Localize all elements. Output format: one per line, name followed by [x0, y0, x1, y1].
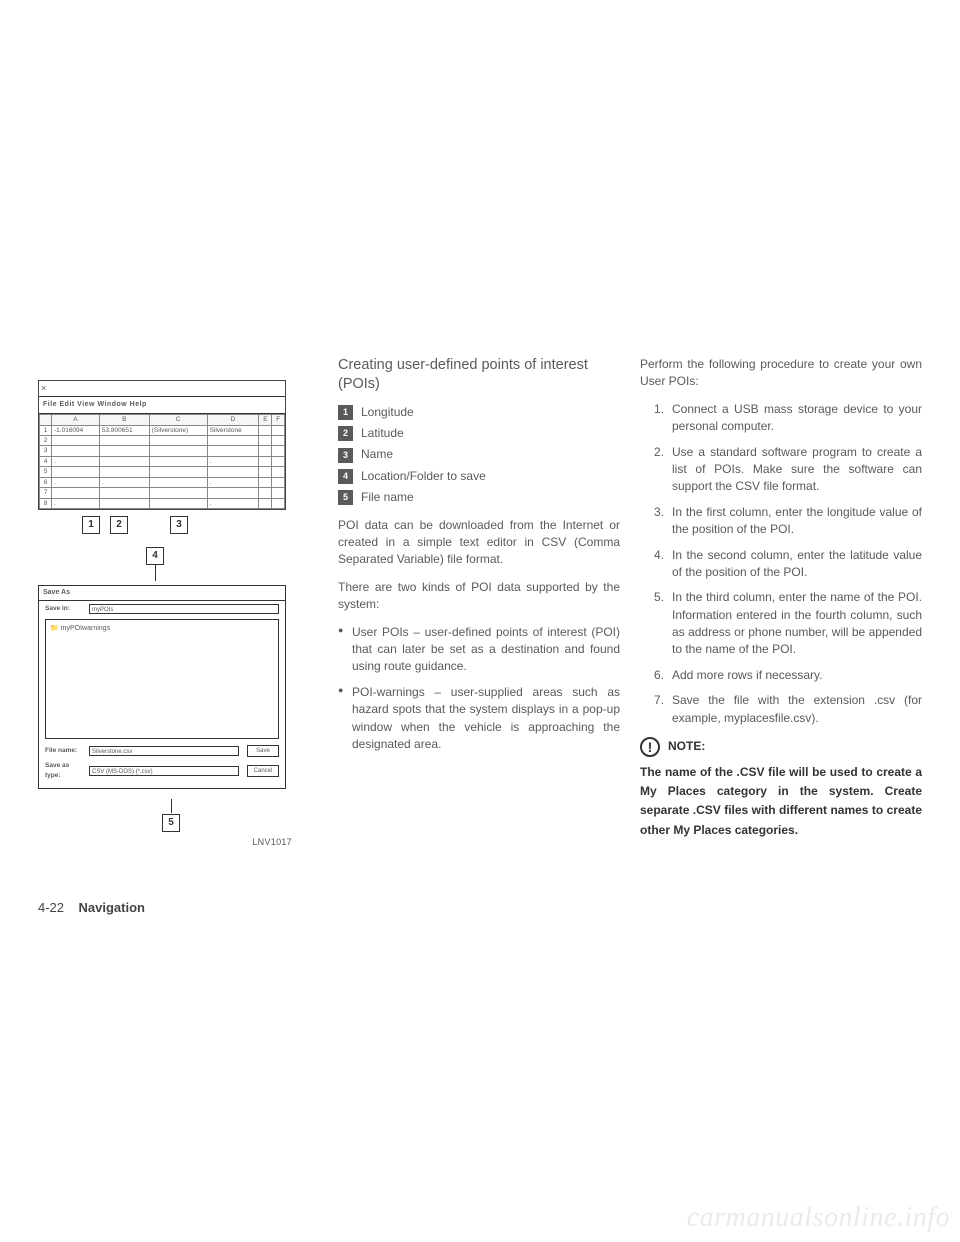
legend-row: 4 Location/Folder to save — [338, 468, 620, 485]
paragraph: There are two kinds of POI data supporte… — [338, 579, 620, 614]
callout-box: 5 — [162, 814, 180, 832]
legend-text: Longitude — [361, 404, 414, 421]
step-item: In the second column, enter the latitude… — [654, 547, 922, 582]
filename-label: File name: — [45, 746, 85, 755]
dialog-body: 📁 myPOIwarnings — [45, 619, 279, 739]
legend-row: 5 File name — [338, 489, 620, 506]
callout-5-wrap: 5 — [162, 799, 298, 832]
legend-number: 3 — [338, 448, 353, 463]
cell: Silverstone — [207, 425, 259, 435]
step-item: Add more rows if necessary. — [654, 667, 922, 684]
figure: × File Edit View Window Help A B C D E F — [38, 380, 298, 849]
step-item: In the first column, enter the longitude… — [654, 504, 922, 539]
cell: -1.016094 — [52, 425, 100, 435]
legend-row: 3 Name — [338, 446, 620, 463]
figure-column: × File Edit View Window Help A B C D E F — [38, 356, 318, 849]
col-header: B — [99, 415, 149, 425]
legend-row: 1 Longitude — [338, 404, 620, 421]
cell: 53.800651 — [99, 425, 149, 435]
legend-number: 4 — [338, 469, 353, 484]
col-header: E — [259, 415, 272, 425]
figure-id: LNV1017 — [38, 836, 292, 849]
step-item: Use a standard software program to creat… — [654, 444, 922, 496]
legend-text: File name — [361, 489, 414, 506]
paragraph: Perform the following procedure to creat… — [640, 356, 922, 391]
saveastype-label: Save as type: — [45, 761, 85, 780]
steps-list: Connect a USB mass storage device to you… — [654, 401, 922, 727]
page-footer: 4-22 Navigation — [38, 900, 145, 915]
content-area: × File Edit View Window Help A B C D E F — [38, 356, 922, 849]
folder-icon: 📁 — [50, 625, 61, 632]
section-name: Navigation — [79, 900, 145, 915]
col-header: C — [149, 415, 207, 425]
legend-number: 5 — [338, 490, 353, 505]
page: × File Edit View Window Help A B C D E F — [0, 0, 960, 1242]
col-header: F — [272, 415, 285, 425]
step-item: Save the file with the extension .csv (f… — [654, 692, 922, 727]
spreadsheet-menu: File Edit View Window Help — [39, 397, 285, 414]
callout-box: 2 — [110, 516, 128, 534]
exclamation-icon: ! — [640, 737, 660, 757]
dialog-title: Save As — [39, 586, 285, 601]
step-item: Connect a USB mass storage device to you… — [654, 401, 922, 436]
savein-field: myPOIs — [89, 604, 279, 614]
note-label: NOTE: — [668, 738, 705, 755]
callout-box: 3 — [170, 516, 188, 534]
row-header: 1 — [40, 425, 52, 435]
note-body: The name of the .CSV file will be used t… — [640, 763, 922, 840]
page-number: 4-22 — [38, 900, 64, 915]
legend-row: 2 Latitude — [338, 425, 620, 442]
callout-line — [171, 799, 172, 813]
filename-field: Silverstone.csv — [89, 746, 239, 756]
callout-box: 4 — [146, 547, 164, 565]
folder-name: myPOIwarnings — [61, 625, 110, 632]
legend-text: Latitude — [361, 425, 404, 442]
bullet-item: POI-warnings – user-supplied areas such … — [338, 684, 620, 754]
callout-line — [155, 565, 156, 581]
bullet-item: User POIs – user-defined points of inter… — [338, 624, 620, 676]
bullet-list: User POIs – user-defined points of inter… — [338, 624, 620, 754]
col-header: D — [207, 415, 259, 425]
savein-label: Save in: — [45, 604, 85, 613]
callout-4-wrap: 4 — [146, 546, 298, 581]
right-column: Perform the following procedure to creat… — [640, 356, 922, 849]
callout-box: 1 — [82, 516, 100, 534]
legend-text: Location/Folder to save — [361, 468, 486, 485]
legend-number: 2 — [338, 426, 353, 441]
note-row: ! NOTE: — [640, 737, 922, 757]
col-header: A — [52, 415, 100, 425]
section-heading: Creating user-defined points of interest… — [338, 356, 620, 394]
watermark: carmanualsonline.info — [687, 1202, 950, 1234]
cancel-button: Cancel — [247, 765, 279, 777]
save-dialog: Save As Save in: myPOIs 📁 myPOIwarnings … — [38, 585, 286, 789]
window-close-glyph: × — [39, 381, 285, 397]
middle-column: Creating user-defined points of interest… — [338, 356, 620, 849]
step-item: In the third column, enter the name of t… — [654, 589, 922, 659]
cell: (Silverstone) — [149, 425, 207, 435]
spreadsheet-table: A B C D E F 1 -1.016094 53.800651 (Silve… — [39, 414, 285, 509]
callout-row: 1 2 3 — [82, 516, 298, 534]
paragraph: POI data can be downloaded from the Inte… — [338, 517, 620, 569]
saveastype-field: CSV (MS-DOS) (*.csv) — [89, 766, 239, 776]
legend-text: Name — [361, 446, 393, 463]
legend-number: 1 — [338, 405, 353, 420]
spreadsheet-window: × File Edit View Window Help A B C D E F — [38, 380, 286, 510]
save-button: Save — [247, 745, 279, 757]
